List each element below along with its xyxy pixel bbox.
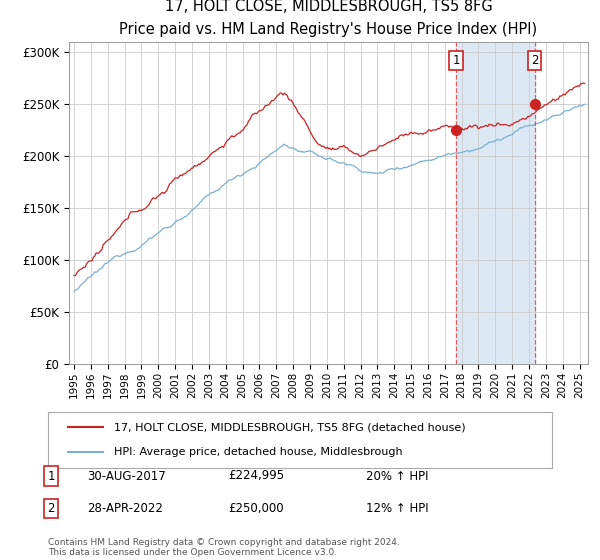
- Text: 2: 2: [531, 54, 538, 67]
- Text: 30-AUG-2017: 30-AUG-2017: [87, 469, 166, 483]
- Text: £224,995: £224,995: [228, 469, 284, 483]
- Text: 2: 2: [47, 502, 55, 515]
- Text: 1: 1: [452, 54, 460, 67]
- Title: 17, HOLT CLOSE, MIDDLESBROUGH, TS5 8FG
Price paid vs. HM Land Registry's House P: 17, HOLT CLOSE, MIDDLESBROUGH, TS5 8FG P…: [119, 0, 538, 36]
- Text: 28-APR-2022: 28-APR-2022: [87, 502, 163, 515]
- Text: Contains HM Land Registry data © Crown copyright and database right 2024.
This d: Contains HM Land Registry data © Crown c…: [48, 538, 400, 557]
- Bar: [456, 42, 535, 364]
- Text: 1: 1: [47, 469, 55, 483]
- Text: 12% ↑ HPI: 12% ↑ HPI: [366, 502, 428, 515]
- Text: 20% ↑ HPI: 20% ↑ HPI: [366, 469, 428, 483]
- Text: HPI: Average price, detached house, Middlesbrough: HPI: Average price, detached house, Midd…: [113, 447, 402, 457]
- Text: £250,000: £250,000: [228, 502, 284, 515]
- Text: 17, HOLT CLOSE, MIDDLESBROUGH, TS5 8FG (detached house): 17, HOLT CLOSE, MIDDLESBROUGH, TS5 8FG (…: [113, 422, 465, 432]
